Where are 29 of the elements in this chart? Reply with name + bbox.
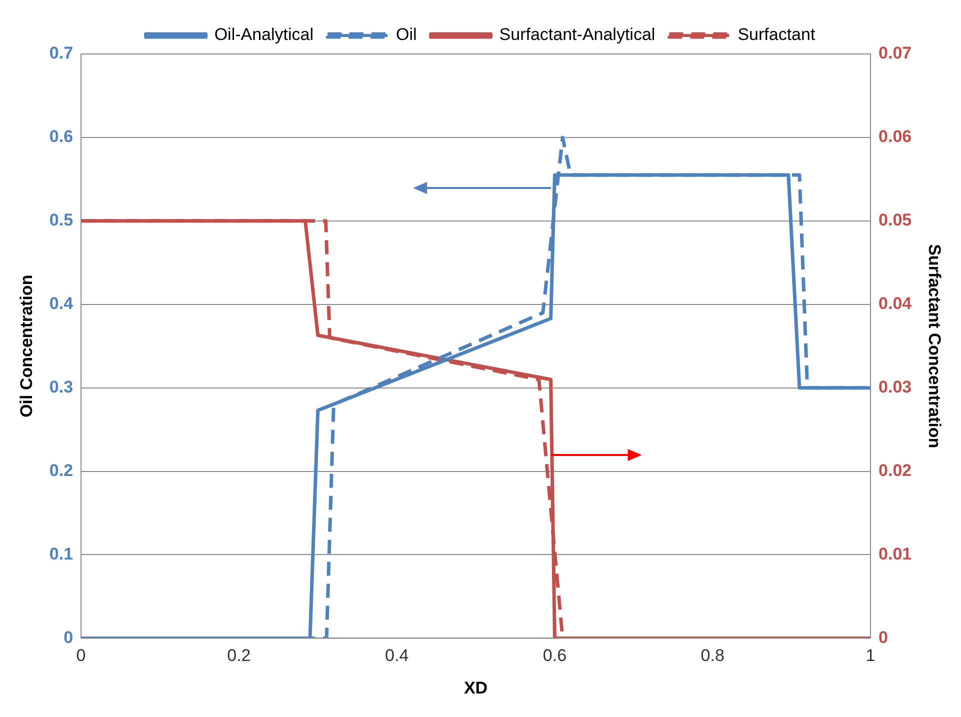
y2-tick-label: 0.05 <box>878 210 912 230</box>
x-tick-label: 0.8 <box>700 646 724 666</box>
x-tick-label: 0.4 <box>385 646 409 666</box>
x-tick-label: 0.6 <box>542 646 567 666</box>
y2-tick-label: 0.06 <box>878 127 912 146</box>
legend-label: Oil-Analytical <box>214 25 314 44</box>
y-tick-label: 0.6 <box>49 127 74 146</box>
y2-tick-label: 0.03 <box>878 378 912 397</box>
y2-tick-label: 0.04 <box>878 294 912 314</box>
y-tick-label: 0.5 <box>49 210 74 230</box>
y-tick-label: 0 <box>64 628 74 647</box>
y-tick-label: 0.7 <box>49 44 74 63</box>
x-axis-title: XD <box>464 678 488 698</box>
legend-label: Surfactant-Analytical <box>499 25 656 44</box>
y2-tick-label: 0.02 <box>878 460 912 480</box>
x-tick-label: 0 <box>76 646 86 666</box>
y-tick-label: 0.2 <box>49 460 74 480</box>
y-tick-label: 0.4 <box>49 294 74 314</box>
y2-axis-title: Surfactant Concentration <box>925 244 944 448</box>
y2-tick-label: 0.01 <box>878 544 912 564</box>
y2-tick-label: 0.07 <box>878 44 912 63</box>
y-axis-title: Oil Concentration <box>16 274 36 418</box>
x-tick-label: 1 <box>866 646 876 666</box>
x-tick-label: 0.2 <box>227 646 251 666</box>
y-tick-label: 0.3 <box>49 378 74 397</box>
y2-tick-label: 0 <box>878 628 888 647</box>
legend-label: Oil <box>396 25 417 44</box>
legend-label: Surfactant <box>738 25 816 44</box>
y-tick-label: 0.1 <box>49 544 74 564</box>
